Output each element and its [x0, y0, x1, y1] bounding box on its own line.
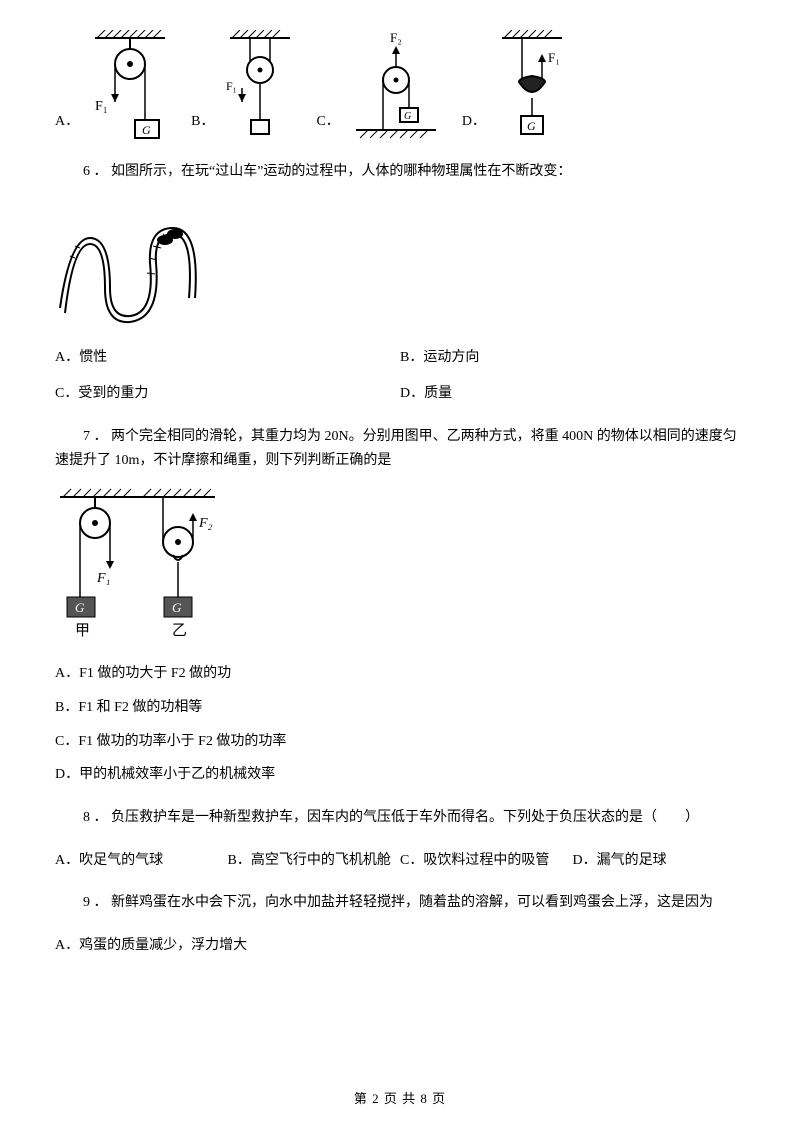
roller-coaster-icon [55, 198, 205, 328]
q5-options-row: A． F₁ [55, 30, 745, 142]
q7-opt-d: D．甲的机械效率小于乙的机械效率 [55, 758, 745, 792]
q5-opt-c-key: C． [316, 110, 339, 134]
q8-opt-b: B．高空飞行中的飞机机舱 [228, 844, 401, 877]
q8-opt-d: D．漏气的足球 [573, 844, 746, 877]
svg-text:F₁: F₁ [226, 79, 237, 93]
q9-opt-a: A．鸡蛋的质量减少，浮力增大 [55, 929, 745, 963]
q5-option-b: B． F₁ [191, 30, 300, 142]
q6-opt-c: C．受到的重力 [55, 376, 400, 412]
q5-option-d: D． F₁ G [462, 30, 572, 142]
page: A． F₁ [0, 0, 800, 1132]
svg-text:G: G [404, 111, 411, 122]
svg-text:G: G [527, 119, 536, 133]
svg-text:G: G [75, 600, 85, 615]
pulley-movable-down-icon: F₁ [220, 30, 300, 142]
q5-opt-d-key: D． [462, 110, 486, 134]
label-jia: 甲 [75, 623, 90, 639]
q6-opt-d: D．质量 [400, 376, 745, 412]
page-footer: 第 2 页 共 8 页 [0, 1088, 800, 1110]
q6-opt-a: A．惯性 [55, 340, 400, 376]
svg-text:G: G [172, 600, 182, 615]
pulley-movable-up-icon: F₁ G [492, 30, 572, 142]
q6-opt-b: B．运动方向 [400, 340, 745, 376]
q5-option-c: C． F₂ G [316, 30, 445, 142]
q7-opt-a: A．F1 做的功大于 F2 做的功 [55, 657, 745, 691]
q9-options: A．鸡蛋的质量减少，浮力增大 [55, 929, 745, 963]
svg-text:G: G [142, 123, 151, 137]
two-pulleys-icon: F₁ G 甲 F₂ G 乙 [55, 487, 225, 647]
q9-text: 9 ． 新鲜鸡蛋在水中会下沉，向水中加盐并轻轻搅拌，随着盐的溶解，可以看到鸡蛋会… [55, 891, 745, 915]
q5-fig-b: F₁ [220, 30, 300, 142]
q5-fig-d: F₁ G [492, 30, 572, 142]
q8-options: A．吹足气的气球 B．高空飞行中的飞机机舱 C．吸饮料过程中的吸管 D．漏气的足… [55, 844, 745, 877]
q7-opt-b: B．F1 和 F2 做的功相等 [55, 691, 745, 725]
svg-text:F₂: F₂ [198, 516, 213, 531]
pulley-movable-floor-icon: F₂ G [346, 30, 446, 142]
q8-text: 8 ． 负压救护车是一种新型救护车，因车内的气压低于车外而得名。下列处于负压状态… [55, 806, 745, 830]
q7-figure: F₁ G 甲 F₂ G 乙 [55, 487, 745, 647]
pulley-fixed-icon: F₁ G [85, 30, 175, 142]
svg-text:F₁: F₁ [548, 50, 560, 65]
label-yi: 乙 [172, 623, 187, 639]
svg-text:F₂: F₂ [390, 30, 402, 45]
q8-opt-c: C．吸饮料过程中的吸管 [400, 844, 573, 877]
q7-opt-c: C．F1 做功的功率小于 F2 做功的功率 [55, 725, 745, 759]
q7-options: A．F1 做的功大于 F2 做的功 B．F1 和 F2 做的功相等 C．F1 做… [55, 657, 745, 792]
q5-opt-a-key: A． [55, 110, 79, 134]
q5-fig-c: F₂ G [346, 30, 446, 142]
q6-figure [55, 198, 745, 328]
q6-options: A．惯性 B．运动方向 C．受到的重力 D．质量 [55, 340, 745, 412]
q6-text: 6 ． 如图所示，在玩“过山车”运动的过程中，人体的哪种物理属性在不断改变： [55, 160, 745, 184]
svg-text:F₁: F₁ [95, 99, 108, 114]
q5-option-a: A． F₁ [55, 30, 175, 142]
q5-opt-b-key: B． [191, 110, 214, 134]
svg-text:F₁: F₁ [96, 571, 110, 586]
q8-opt-a: A．吹足气的气球 [55, 844, 228, 877]
q7-text: 7 ． 两个完全相同的滑轮，其重力均为 20N。分别用图甲、乙两种方式，将重 4… [55, 425, 745, 473]
q5-fig-a: F₁ G [85, 30, 175, 142]
